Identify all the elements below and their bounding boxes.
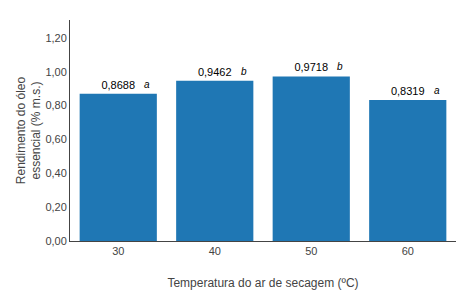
svg-text:0,20: 0,20	[45, 201, 66, 213]
svg-text:60: 60	[402, 245, 414, 257]
svg-text:0,60: 0,60	[45, 133, 66, 145]
svg-text:0,8319: 0,8319	[391, 85, 425, 97]
svg-text:0,9462: 0,9462	[198, 66, 232, 78]
svg-text:Temperatura do ar de secagem (: Temperatura do ar de secagem (ºC)	[167, 276, 358, 290]
svg-text:a: a	[144, 79, 150, 90]
svg-text:0,9718: 0,9718	[294, 61, 328, 73]
svg-text:0,80: 0,80	[45, 99, 66, 111]
svg-text:a: a	[434, 85, 440, 96]
svg-text:50: 50	[305, 245, 317, 257]
svg-text:0,40: 0,40	[45, 167, 66, 179]
svg-text:1,00: 1,00	[45, 66, 66, 78]
svg-text:Rendimento do óleoessencial (%: Rendimento do óleoessencial (% m.s.)	[14, 76, 44, 184]
svg-text:0,00: 0,00	[45, 235, 66, 247]
svg-text:1,20: 1,20	[45, 32, 66, 44]
svg-text:b: b	[337, 61, 343, 72]
svg-text:40: 40	[209, 245, 221, 257]
svg-text:30: 30	[112, 245, 124, 257]
svg-text:0,8688: 0,8688	[101, 79, 135, 91]
svg-text:b: b	[241, 66, 247, 77]
